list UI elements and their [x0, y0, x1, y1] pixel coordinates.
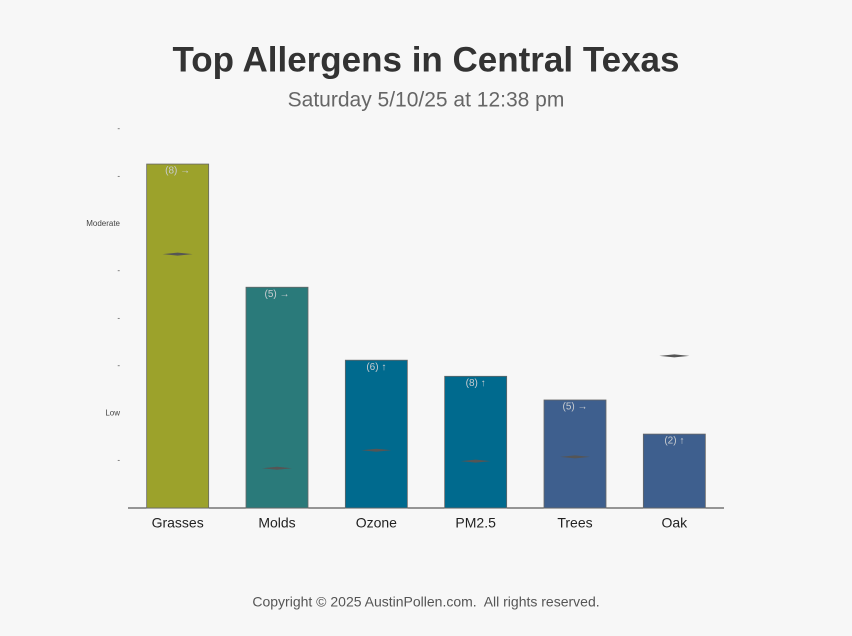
y-tick-label: - — [117, 456, 120, 465]
footer: Copyright © 2025 AustinPollen.com. All r… — [252, 594, 599, 610]
x-tick-label: Oak — [661, 515, 688, 531]
bar-label: (8) ↑ — [466, 378, 486, 389]
bar — [245, 286, 309, 509]
x-tick-label: Grasses — [152, 515, 204, 531]
chart-subtitle: Saturday 5/10/25 at 12:38 pm — [288, 89, 565, 112]
bar — [444, 375, 508, 509]
x-tick-label: Ozone — [356, 515, 397, 531]
bar-label: (5) → — [265, 289, 290, 300]
x-tick-label: Molds — [258, 515, 295, 531]
bar-label: (2) ↑ — [664, 436, 684, 447]
marker — [262, 466, 292, 470]
x-tick-label: PM2.5 — [455, 515, 496, 531]
marker — [361, 448, 392, 452]
y-tick-label: - — [117, 314, 120, 323]
marker — [560, 455, 590, 459]
x-tick-label: Trees — [557, 515, 592, 531]
chart-title: Top Allergens in Central Texas — [173, 40, 680, 79]
marker — [659, 354, 690, 358]
y-tick-label: - — [117, 361, 120, 370]
y-tick-label: - — [117, 124, 120, 133]
y-tick-label: - — [117, 266, 120, 275]
y-tick-label: Moderate — [86, 219, 120, 228]
bar-label: (5) → — [563, 402, 588, 413]
y-tick-label: - — [117, 171, 120, 180]
bar — [344, 359, 408, 509]
bar — [642, 433, 706, 509]
bar — [543, 399, 607, 509]
bar-label: (8) → — [165, 166, 190, 177]
marker — [460, 459, 491, 463]
bar-label: (6) ↑ — [366, 362, 386, 373]
y-tick-label: Low — [105, 408, 120, 417]
bar — [146, 163, 210, 509]
marker — [162, 252, 193, 256]
